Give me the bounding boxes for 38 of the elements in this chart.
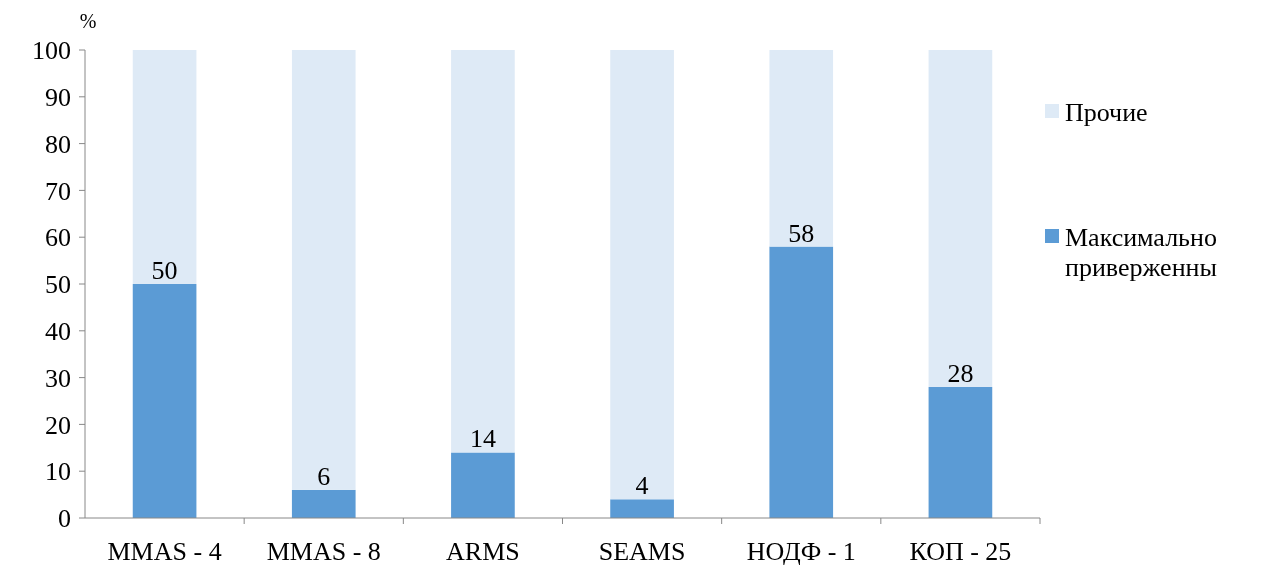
legend-label: Прочие — [1065, 98, 1148, 128]
bar — [769, 50, 834, 247]
y-tick-label: 40 — [45, 316, 71, 346]
data-label: 6 — [317, 461, 331, 491]
bar — [610, 499, 674, 518]
x-tick-label: SEAMS — [598, 537, 686, 566]
y-tick-label: 0 — [58, 504, 71, 534]
bar — [132, 284, 197, 518]
data-label: 14 — [469, 424, 496, 454]
x-tick-label: MMAS - 8 — [266, 537, 381, 566]
bar — [928, 50, 993, 387]
y-tick-label: 70 — [45, 176, 71, 206]
y-tick-label: 50 — [45, 270, 71, 300]
bar — [928, 386, 993, 518]
x-tick-label: КОП - 25 — [909, 537, 1012, 566]
y-tick-label: 30 — [45, 363, 71, 393]
bar — [291, 489, 356, 518]
legend-label: Максимально приверженны — [1065, 223, 1217, 282]
y-tick-label: 10 — [45, 457, 71, 487]
y-tick-label: 80 — [45, 129, 71, 159]
x-tick-label: ARMS — [446, 537, 520, 566]
data-label: 28 — [947, 358, 974, 388]
data-label: 4 — [635, 471, 649, 501]
y-axis-title: % — [79, 10, 97, 32]
data-label: 50 — [151, 256, 178, 285]
y-tick-label: 20 — [45, 410, 71, 440]
data-label: 58 — [788, 218, 815, 248]
x-tick-label: MMAS - 4 — [107, 537, 222, 566]
bar — [291, 50, 356, 490]
y-tick-label: 90 — [45, 82, 71, 112]
bar — [769, 246, 834, 518]
bar — [451, 50, 515, 453]
x-tick-label: НОДФ - 1 — [746, 537, 856, 566]
bar — [610, 50, 674, 500]
bar — [132, 50, 197, 284]
bar — [451, 452, 515, 518]
y-tick-label: 100 — [32, 36, 71, 66]
y-tick-label: 60 — [45, 223, 71, 253]
